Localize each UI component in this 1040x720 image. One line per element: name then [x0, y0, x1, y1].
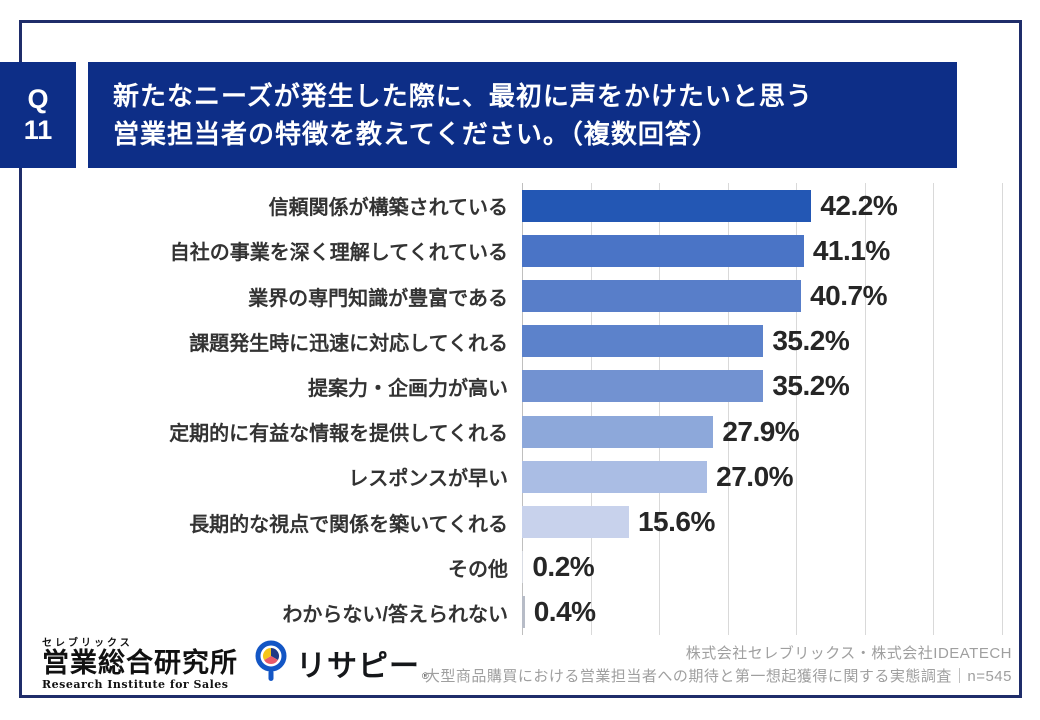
gridline: [659, 183, 661, 635]
logo-reading: セレブリックス: [42, 638, 133, 649]
category-label: 定期的に有益な情報を提供してくれる: [169, 423, 508, 446]
magnifier-pie-chart-icon: [252, 639, 290, 687]
card-border: [19, 20, 1022, 698]
bar-track: 41.1%: [522, 228, 1002, 273]
gridline: [727, 183, 729, 635]
bar-track: 27.9%: [522, 409, 1002, 454]
gridline: [590, 183, 592, 635]
bar: [522, 415, 714, 448]
question-title-line2: 営業担当者の特徴を教えてください。（複数回答）: [113, 119, 719, 149]
category-label: わからない/答えられない: [282, 603, 508, 626]
question-title-line1: 新たなニーズが発生した際に、最初に声をかけたいと思う: [113, 81, 813, 111]
registered-mark: ®: [422, 670, 429, 681]
category-label: 課題発生時に迅速に対応してくれる: [189, 332, 508, 355]
value-label: 0.2%: [532, 551, 595, 583]
gridline: [1002, 183, 1003, 635]
category-label: 業界の専門知識が豊富である: [248, 287, 508, 310]
gridline: [933, 183, 935, 635]
chart-rows: 信頼関係が構築されている 42.2% 自社の事業を深く理解してくれている 41.1% 業…: [30, 183, 1015, 635]
value-label: 42.2%: [820, 189, 898, 221]
category-label: 自社の事業を深く理解してくれている: [169, 242, 508, 265]
chart-row: レスポンスが早い 27.0%: [30, 454, 1015, 499]
bar-track: 42.2%: [522, 183, 1002, 228]
chart-row: その他 0.2%: [30, 545, 1015, 590]
question-number-11: 11: [23, 115, 53, 145]
axis-line: [522, 183, 523, 635]
value-label: 27.0%: [716, 460, 794, 492]
research-institute-logo: セレブリックス 営業総合研究所 Research Institute for S…: [42, 634, 238, 691]
credit-line-2: 大型商品購買における営業担当者への期待と第一想起獲得に関する実態調査｜n=545: [424, 668, 1012, 685]
resapi-brand-text: リサピー: [296, 649, 420, 683]
bar: [522, 189, 812, 222]
chart-row: 業界の専門知識が豊富である 40.7%: [30, 273, 1015, 318]
gridline: [796, 183, 798, 635]
value-label: 15.6%: [637, 506, 715, 538]
logo-sub: Research Institute for Sales: [42, 678, 229, 691]
bar-track: 35.2%: [522, 364, 1002, 409]
chart-row: わからない/答えられない 0.4%: [30, 590, 1015, 635]
value-label: 27.9%: [722, 415, 800, 447]
gridline-layer: [522, 183, 1003, 635]
bar-track: 27.0%: [522, 454, 1002, 499]
bar-track: 0.4%: [522, 590, 1002, 635]
chart-row: 定期的に有益な情報を提供してくれる 27.9%: [30, 409, 1015, 454]
bar: [522, 325, 764, 358]
bar-track: 0.2%: [522, 545, 1002, 590]
category-label: レスポンスが早い: [348, 468, 508, 491]
footer-logos: セレブリックス 営業総合研究所 Research Institute for S…: [42, 634, 429, 691]
bar: [522, 234, 804, 267]
value-label: 0.4%: [533, 596, 596, 628]
bar: [522, 460, 708, 493]
category-label: 提案力・企画力が高い: [308, 377, 508, 400]
value-label: 35.2%: [772, 370, 850, 402]
resapi-logo: リサピー ®: [252, 639, 429, 687]
chart-row: 自社の事業を深く理解してくれている 41.1%: [30, 228, 1015, 273]
question-title-bar: 新たなニーズが発生した際に、最初に声をかけたいと思う 営業担当者の特徴を教えてく…: [88, 62, 957, 168]
question-number-q: Q: [27, 84, 49, 114]
bar-chart: 信頼関係が構築されている 42.2% 自社の事業を深く理解してくれている 41.1% 業…: [30, 183, 1015, 635]
question-number-box: Q 11: [0, 62, 76, 168]
category-label: 信頼関係が構築されている: [268, 197, 508, 220]
bar: [522, 596, 525, 629]
bar-track: 35.2%: [522, 319, 1002, 364]
value-label: 41.1%: [812, 234, 890, 266]
bar-track: 15.6%: [522, 499, 1002, 544]
logo-main: 営業総合研究所: [42, 648, 238, 679]
bar: [522, 551, 524, 584]
bar: [522, 370, 764, 403]
chart-row: 長期的な視点で関係を築いてくれる 15.6%: [30, 499, 1015, 544]
value-label: 35.2%: [772, 325, 850, 357]
bar: [522, 280, 802, 312]
gridline: [864, 183, 866, 635]
chart-row: 提案力・企画力が高い 35.2%: [30, 364, 1015, 409]
chart-row: 課題発生時に迅速に対応してくれる 35.2%: [30, 319, 1015, 364]
bar: [522, 506, 629, 539]
bar-track: 40.7%: [522, 273, 1002, 318]
category-label: その他: [448, 558, 508, 581]
survey-credit: 株式会社セレブリックス・株式会社IDEATECH 大型商品購買における営業担当者…: [425, 642, 1012, 688]
value-label: 40.7%: [810, 280, 887, 311]
credit-line-1: 株式会社セレブリックス・株式会社IDEATECH: [685, 645, 1012, 662]
chart-row: 信頼関係が構築されている 42.2%: [30, 183, 1015, 228]
category-label: 長期的な視点で関係を築いてくれる: [189, 513, 508, 536]
